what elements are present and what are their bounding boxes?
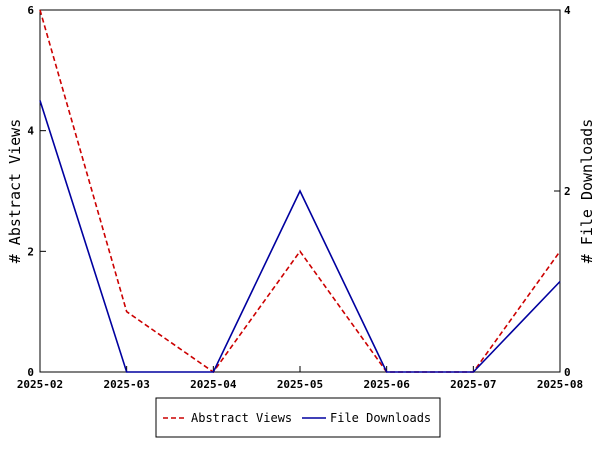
x-tick-label: 2025-08 [537,378,583,391]
left-tick-label: 2 [27,245,34,258]
left-tick-label: 6 [27,4,34,17]
legend-label-file-downloads: File Downloads [330,411,431,425]
right-axis-label: # File Downloads [578,119,596,264]
legend-box [155,397,441,438]
right-tick-label: 4 [564,4,571,17]
right-tick-label: 2 [564,185,571,198]
series-line-file-downloads [39,100,561,373]
x-tick-label: 2025-05 [277,378,323,391]
right-axis-ticks: 0 2 4 [554,4,571,379]
left-tick-label: 0 [27,366,34,379]
x-tick-label: 2025-02 [17,378,63,391]
x-axis-ticks: 2025-02 2025-03 2025-04 2025-05 2025-06 2025-… [17,366,583,391]
legend-label-abstract-views: Abstract Views [191,411,292,425]
left-axis-label: # Abstract Views [6,119,24,264]
series-layer [39,9,561,374]
right-tick-label: 0 [564,366,571,379]
x-tick-label: 2025-06 [363,378,410,391]
x-tick-label: 2025-07 [450,378,496,391]
x-tick-label: 2025-03 [103,378,149,391]
x-tick-label: 2025-04 [190,378,237,391]
left-tick-label: 4 [27,125,34,138]
left-axis-ticks: 0 2 4 6 [27,4,46,379]
legend: Abstract Views File Downloads [155,397,441,438]
